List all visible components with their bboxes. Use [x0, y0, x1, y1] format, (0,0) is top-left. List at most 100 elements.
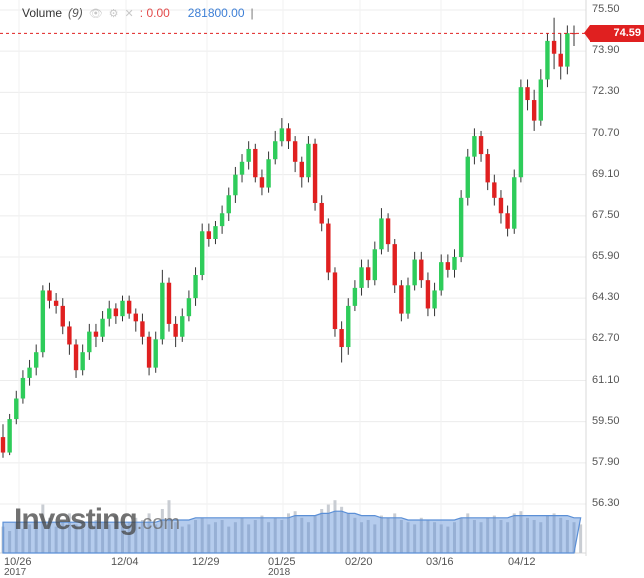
candle[interactable]: [326, 218, 331, 281]
volume-bar: [426, 520, 430, 553]
candle[interactable]: [233, 166, 238, 203]
x-tick-label: 03/16: [426, 556, 454, 568]
candle[interactable]: [53, 293, 59, 314]
candle[interactable]: [239, 154, 245, 183]
candle[interactable]: [492, 174, 497, 206]
candle[interactable]: [60, 298, 65, 335]
candle[interactable]: [452, 249, 457, 278]
candle[interactable]: [425, 272, 431, 317]
candle[interactable]: [538, 69, 544, 126]
candle[interactable]: [531, 89, 537, 131]
candle-body: [392, 244, 397, 286]
candle[interactable]: [485, 148, 490, 191]
candle[interactable]: [27, 359, 32, 386]
candle[interactable]: [339, 321, 344, 363]
candle[interactable]: [113, 303, 119, 324]
candle[interactable]: [412, 251, 417, 291]
candle[interactable]: [299, 156, 304, 188]
candle[interactable]: [33, 344, 39, 376]
candle[interactable]: [379, 208, 384, 255]
candle[interactable]: [126, 295, 132, 319]
candle[interactable]: [80, 344, 85, 376]
candle[interactable]: [166, 277, 172, 332]
eye-icon[interactable]: 👁: [88, 7, 103, 20]
candle[interactable]: [365, 259, 371, 288]
candle[interactable]: [199, 223, 205, 281]
candle[interactable]: [551, 17, 557, 70]
candle[interactable]: [213, 220, 218, 245]
candle[interactable]: [273, 130, 278, 165]
candle[interactable]: [465, 148, 470, 206]
candle[interactable]: [153, 331, 158, 373]
candle[interactable]: [47, 282, 52, 309]
candle[interactable]: [505, 205, 510, 237]
candle[interactable]: [193, 267, 198, 306]
candle[interactable]: [525, 79, 530, 111]
chart-grid: [0, 0, 587, 556]
y-tick-label: 67.50: [592, 208, 620, 221]
candle[interactable]: [419, 251, 424, 288]
candle[interactable]: [186, 290, 192, 322]
candle[interactable]: [100, 311, 105, 342]
candle[interactable]: [392, 238, 397, 294]
candle[interactable]: [332, 267, 338, 337]
candle[interactable]: [292, 136, 298, 173]
close-icon[interactable]: ✕: [124, 7, 134, 20]
candle[interactable]: [571, 25, 577, 47]
candle[interactable]: [73, 339, 79, 378]
candle[interactable]: [512, 169, 517, 234]
candle[interactable]: [140, 313, 145, 345]
candle[interactable]: [312, 138, 318, 211]
gear-icon[interactable]: ⚙: [108, 7, 119, 20]
candle[interactable]: [0, 424, 6, 458]
candle[interactable]: [246, 141, 251, 170]
candle[interactable]: [67, 321, 72, 355]
candle[interactable]: [432, 282, 437, 317]
candle[interactable]: [306, 136, 311, 183]
candle[interactable]: [372, 241, 378, 286]
candle[interactable]: [286, 123, 291, 149]
volume-bar: [353, 517, 357, 553]
candle[interactable]: [518, 79, 524, 183]
candle[interactable]: [14, 390, 19, 425]
candle[interactable]: [226, 187, 231, 221]
candle[interactable]: [565, 25, 570, 75]
candle[interactable]: [498, 190, 504, 224]
candle[interactable]: [352, 280, 358, 312]
candle[interactable]: [20, 370, 26, 404]
candle[interactable]: [146, 331, 152, 376]
candle[interactable]: [93, 323, 99, 348]
candle[interactable]: [266, 151, 271, 193]
candle[interactable]: [385, 213, 391, 252]
candle[interactable]: [319, 195, 324, 232]
candle[interactable]: [107, 300, 112, 327]
candle[interactable]: [478, 130, 484, 162]
candle[interactable]: [133, 308, 138, 332]
candle[interactable]: [405, 277, 411, 319]
candle[interactable]: [40, 285, 46, 358]
candle-body: [73, 344, 79, 371]
candle[interactable]: [399, 280, 404, 322]
candle[interactable]: [206, 223, 212, 247]
candle[interactable]: [545, 33, 550, 88]
volume-bar: [187, 524, 191, 553]
candle[interactable]: [439, 254, 444, 296]
candle[interactable]: [173, 316, 178, 348]
candle[interactable]: [558, 33, 563, 80]
candle[interactable]: [259, 169, 265, 196]
y-tick-label: 62.70: [592, 332, 620, 345]
candle[interactable]: [458, 190, 464, 263]
candle[interactable]: [160, 269, 165, 345]
candle[interactable]: [359, 259, 364, 296]
candle[interactable]: [279, 118, 285, 147]
candle[interactable]: [219, 205, 225, 234]
candle[interactable]: [346, 298, 351, 355]
candle[interactable]: [180, 308, 185, 342]
candle[interactable]: [120, 295, 125, 322]
candle[interactable]: [253, 143, 258, 183]
candle[interactable]: [87, 323, 92, 360]
candle[interactable]: [472, 128, 477, 165]
candle[interactable]: [7, 413, 12, 456]
candle[interactable]: [445, 254, 451, 278]
